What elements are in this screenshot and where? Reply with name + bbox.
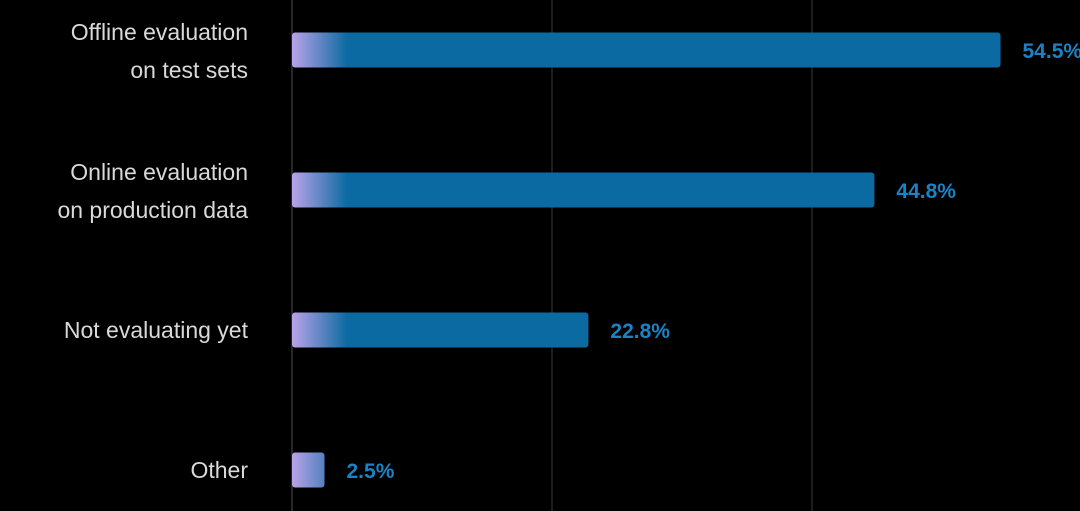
category-label: Not evaluating yet xyxy=(64,317,249,343)
bar xyxy=(292,172,875,208)
gridlines xyxy=(291,0,813,511)
category-label: Other xyxy=(190,457,248,483)
bar xyxy=(292,452,325,488)
data-label: 2.5% xyxy=(347,460,395,483)
category-label: on production data xyxy=(57,197,248,223)
category-label: on test sets xyxy=(130,57,248,83)
data-label: 54.5% xyxy=(1023,40,1080,63)
bar xyxy=(292,32,1001,68)
category-label: Offline evaluation xyxy=(71,19,248,45)
data-label: 44.8% xyxy=(896,180,956,203)
data-label: 22.8% xyxy=(610,320,670,343)
bar xyxy=(292,312,589,348)
bars: 54.5% Offline evaluation on test sets 44.8%… xyxy=(57,19,1080,488)
category-label: Online evaluation xyxy=(70,159,248,185)
